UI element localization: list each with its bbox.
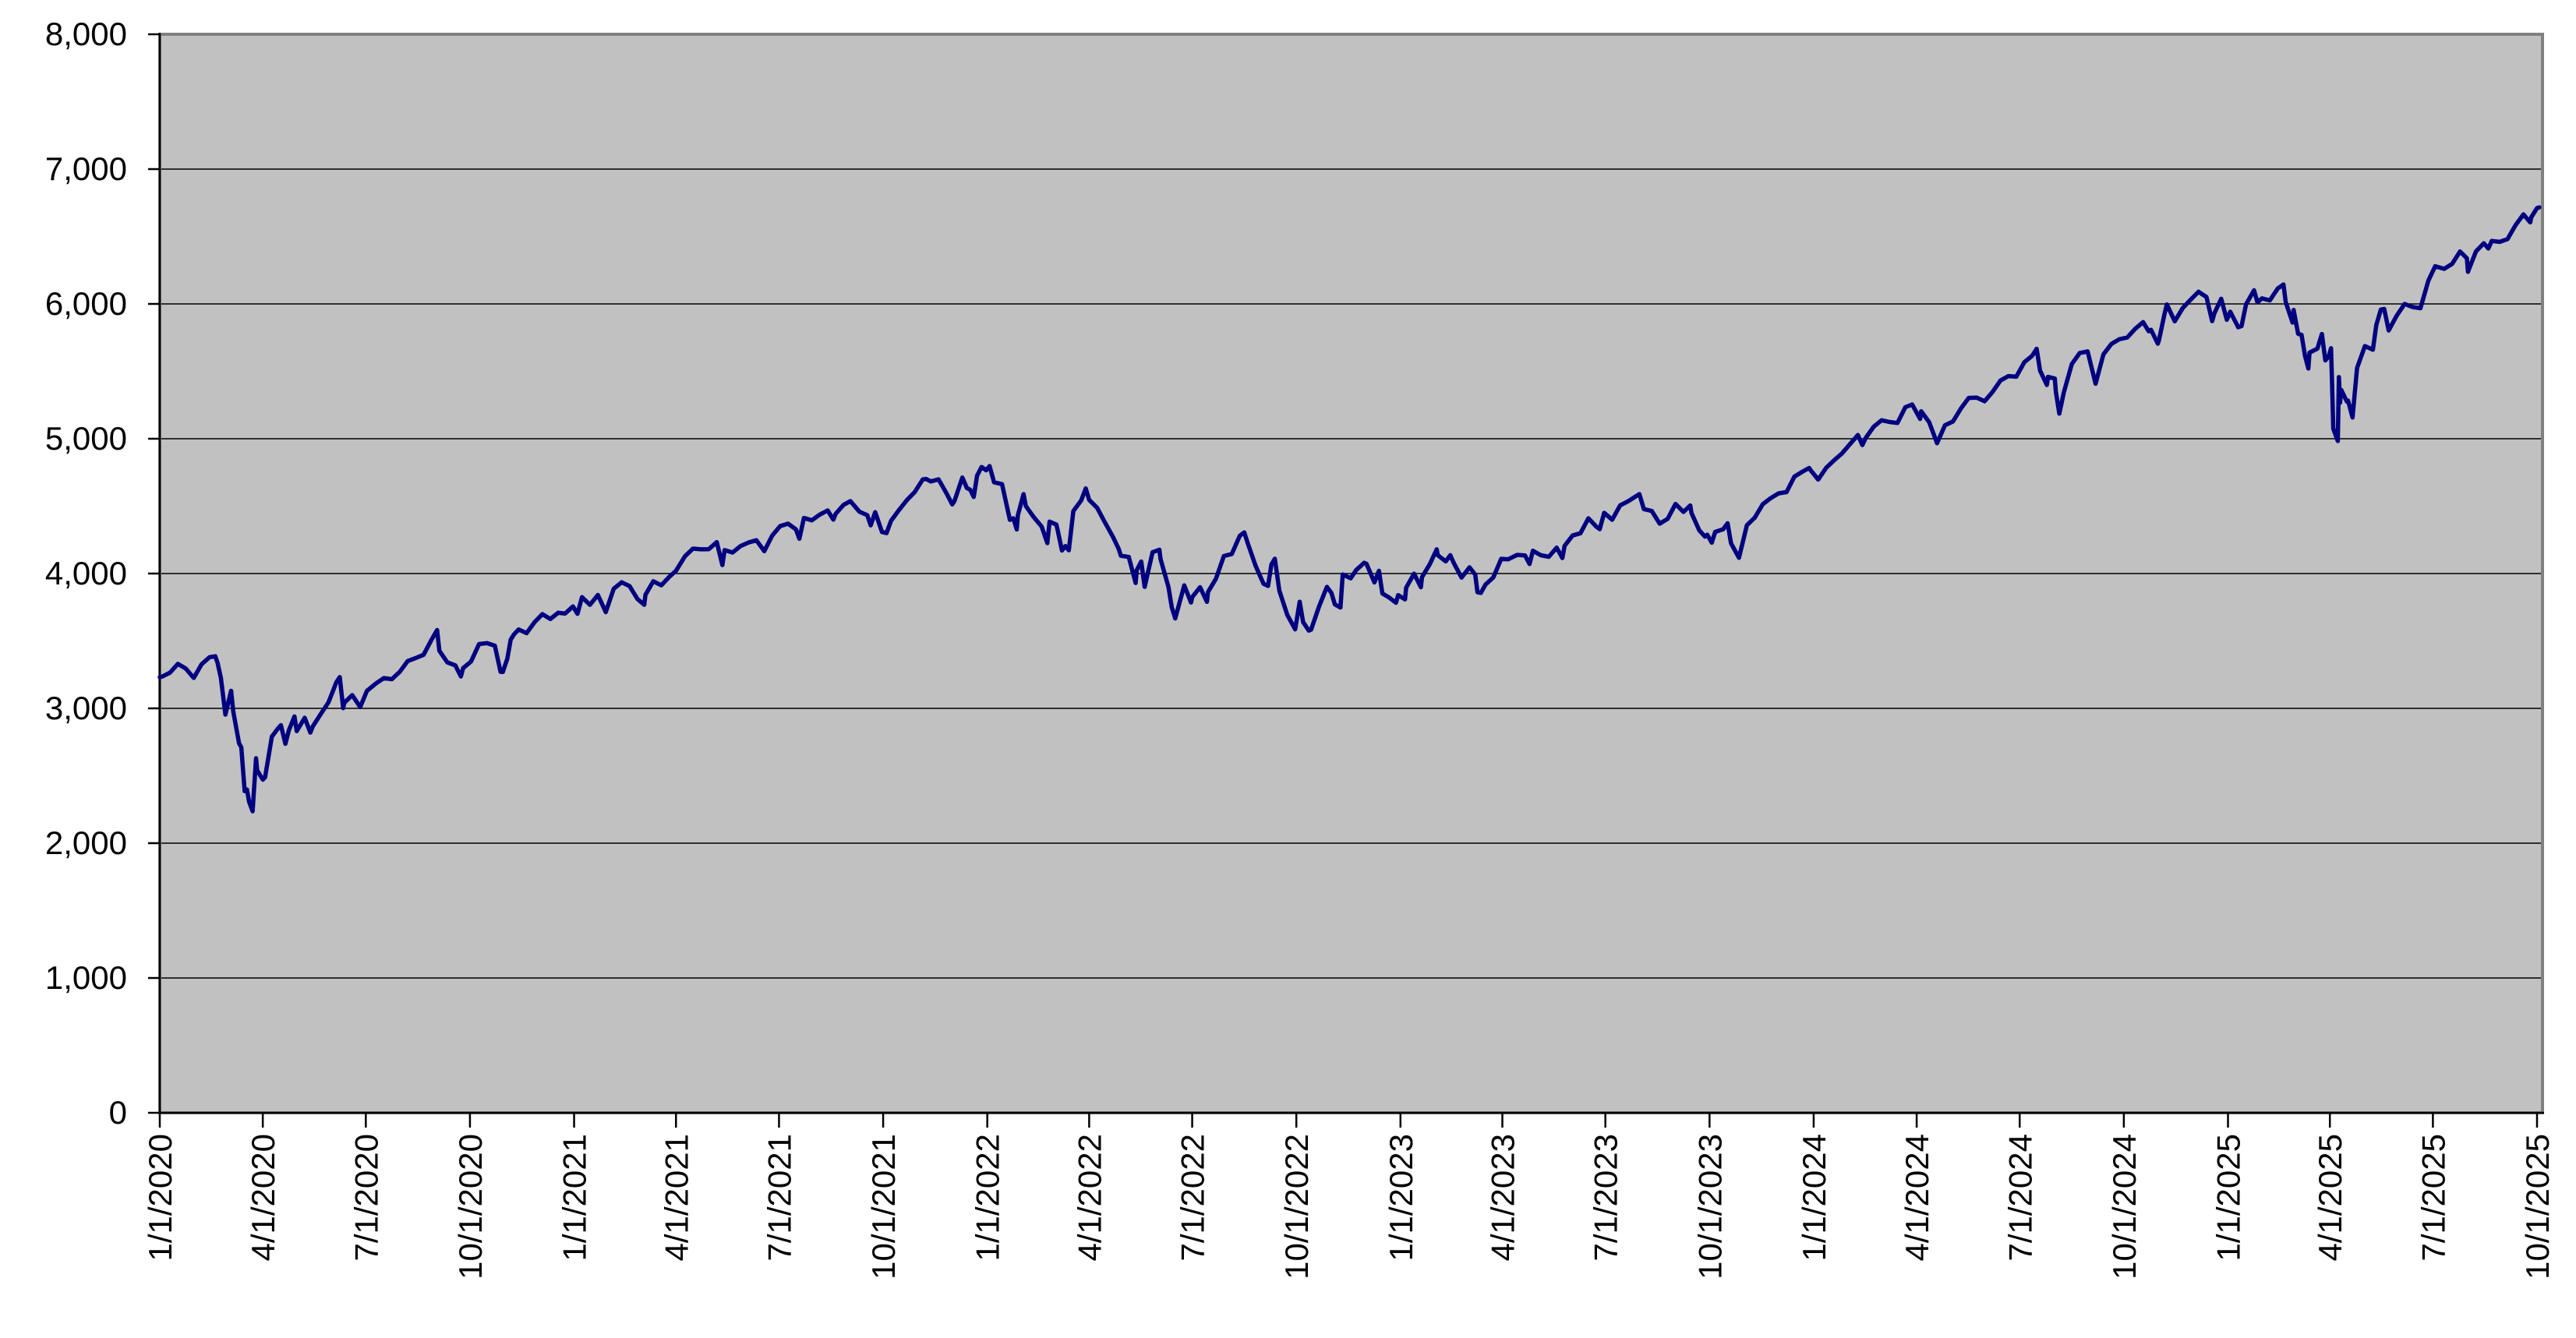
x-axis-tick-label: 4/1/2025 xyxy=(2312,1134,2348,1262)
x-axis-tick-label: 10/1/2024 xyxy=(2106,1134,2143,1280)
x-axis-tick-label: 7/1/2021 xyxy=(761,1134,797,1262)
y-axis-tick-label: 0 xyxy=(109,1094,127,1131)
y-axis-tick-label: 1,000 xyxy=(45,959,127,996)
y-axis-tick-label: 3,000 xyxy=(45,690,127,726)
x-axis-tick-label: 4/1/2023 xyxy=(1485,1134,1521,1262)
y-axis-tick-label: 5,000 xyxy=(45,420,127,457)
x-axis-tick-label: 10/1/2023 xyxy=(1691,1134,1728,1280)
sp500-price-line xyxy=(157,205,2542,814)
x-axis-tick-label: 7/1/2020 xyxy=(348,1134,384,1262)
x-axis-tick-label: 7/1/2025 xyxy=(2415,1134,2451,1262)
x-axis-tick-label: 10/1/2025 xyxy=(2519,1134,2556,1280)
y-axis-tick-label: 2,000 xyxy=(45,824,127,861)
x-axis-tick-label: 1/1/2025 xyxy=(2210,1134,2247,1262)
x-axis-tick-label: 1/1/2020 xyxy=(142,1134,178,1262)
x-axis-tick-label: 4/1/2024 xyxy=(1899,1134,1935,1262)
x-axis-tick-label: 1/1/2021 xyxy=(557,1134,593,1262)
x-axis-tick-label: 4/1/2022 xyxy=(1071,1134,1108,1262)
x-axis-tick-label: 7/1/2024 xyxy=(2002,1134,2038,1262)
x-axis-tick-label: 10/1/2022 xyxy=(1278,1134,1315,1280)
x-axis-tick-label: 1/1/2022 xyxy=(970,1134,1006,1262)
x-axis-tick-label: 10/1/2021 xyxy=(865,1134,902,1280)
x-axis-tick-label: 4/1/2020 xyxy=(245,1134,281,1262)
x-axis-tick-label: 1/1/2024 xyxy=(1796,1134,1832,1262)
x-axis-tick-label: 7/1/2022 xyxy=(1175,1134,1211,1262)
x-axis-tick-label: 1/1/2023 xyxy=(1383,1134,1419,1262)
y-axis-tick-label: 7,000 xyxy=(45,150,127,187)
x-axis-tick-label: 4/1/2021 xyxy=(658,1134,694,1262)
y-axis-tick-label: 4,000 xyxy=(45,555,127,591)
x-axis-tick-label: 10/1/2020 xyxy=(452,1134,489,1280)
y-axis-tick-label: 6,000 xyxy=(45,285,127,322)
y-axis-tick-label: 8,000 xyxy=(45,16,127,52)
x-axis-tick-label: 7/1/2023 xyxy=(1588,1134,1624,1262)
